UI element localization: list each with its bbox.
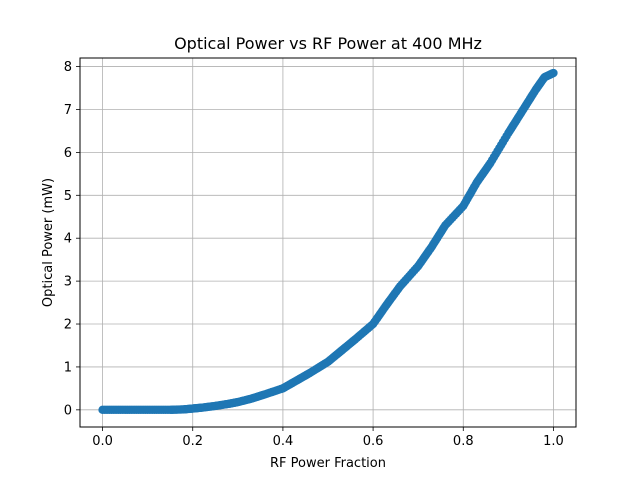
data-points — [98, 68, 558, 415]
y-tick-label: 2 — [64, 318, 72, 333]
y-axis-label: Optical Power (mW) — [41, 178, 56, 307]
y-tick-label: 4 — [64, 232, 72, 247]
x-tick-label: 0.0 — [92, 434, 113, 449]
y-tick-label: 1 — [64, 360, 72, 375]
data-point — [549, 68, 558, 78]
y-tick-label: 7 — [64, 103, 72, 118]
x-tick-label: 0.4 — [273, 434, 294, 449]
x-tick-label: 1.0 — [543, 434, 564, 449]
x-tick-label: 0.2 — [182, 434, 203, 449]
x-tick-label: 0.6 — [363, 434, 384, 449]
x-axis-ticks: 0.0 0.2 0.4 0.6 0.8 1.0 — [92, 427, 564, 449]
plot-frame — [79, 57, 577, 428]
y-tick-label: 5 — [64, 189, 72, 204]
x-tick-label: 0.8 — [453, 434, 474, 449]
y-axis-ticks: 0 1 2 3 4 5 6 7 8 — [64, 60, 80, 418]
x-axis-label: RF Power Fraction — [270, 456, 386, 471]
chart-title: Optical Power vs RF Power at 400 MHz — [174, 34, 482, 53]
y-tick-label: 0 — [64, 403, 72, 418]
y-tick-label: 3 — [64, 275, 72, 290]
y-tick-label: 6 — [64, 146, 72, 161]
y-tick-label: 8 — [64, 60, 72, 75]
